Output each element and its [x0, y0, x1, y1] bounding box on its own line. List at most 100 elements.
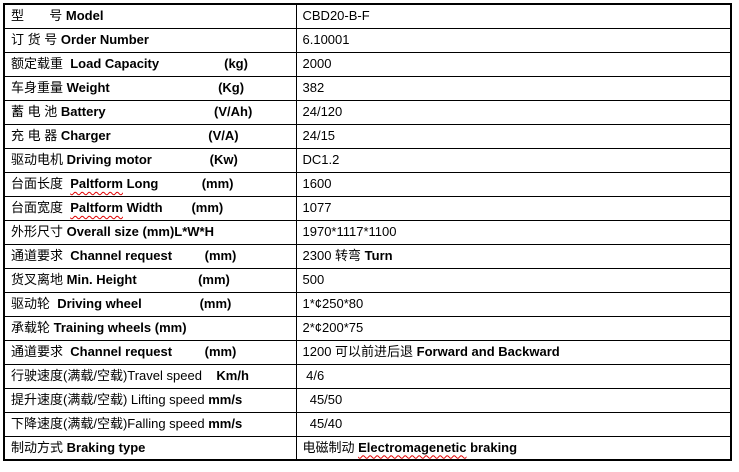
spec-label-cell: 额定载重 Load Capacity (kg): [3, 51, 297, 77]
text-segment: [106, 104, 214, 119]
text-segment: (mm): [191, 199, 224, 215]
text-segment: [111, 128, 209, 143]
spec-value-cell: 2*¢200*75: [295, 315, 732, 341]
table-row: 型 号 Model CBD20-B-F: [3, 3, 732, 29]
text-segment: [152, 152, 210, 167]
text-segment: Overall size (mm)L*W*H: [66, 223, 214, 239]
text-segment: 订 货 号: [11, 31, 61, 47]
table-row: 额定载重 Load Capacity (kg) 2000: [3, 51, 732, 77]
spec-value-cell: 4/6: [295, 363, 732, 389]
text-segment: 驱动电机: [11, 151, 67, 167]
text-segment: [137, 272, 198, 287]
text-segment: braking: [466, 439, 518, 455]
spec-value-cell: 1077: [295, 195, 732, 221]
text-segment: Min. Height: [66, 271, 137, 287]
text-segment: (mm): [198, 271, 230, 287]
spec-value-cell: 45/50: [295, 387, 732, 413]
text-segment: Training wheels (mm): [53, 319, 187, 335]
text-segment: 2300 转弯: [302, 247, 365, 263]
text-segment: 驱动轮: [11, 295, 58, 311]
spec-value-cell: 1600: [295, 171, 732, 197]
spec-value-cell: DC1.2: [295, 147, 732, 173]
table-row: 通道要求 Channel request (mm) 1200 可以前进后退 For…: [3, 339, 732, 365]
text-segment: [172, 344, 205, 359]
table-row: 通道要求 Channel request (mm) 2300 转弯 Turn: [3, 243, 732, 269]
spec-value-cell: 1*¢250*80: [295, 291, 732, 317]
text-segment: 货叉离地: [11, 271, 67, 287]
misspelled-word: Paltform: [70, 199, 123, 215]
spec-value-cell: 2300 转弯 Turn: [295, 243, 732, 269]
spec-value-cell: 24/15: [295, 123, 732, 149]
spec-label-cell: 订 货 号 Order Number: [3, 27, 297, 53]
text-segment: 通道要求: [11, 343, 71, 359]
text-segment: [110, 80, 218, 95]
text-segment: 提升速度(满载/空载) Lifting speed: [11, 391, 209, 407]
text-segment: 蓄 电 池: [11, 103, 61, 119]
text-segment: (kg): [224, 55, 248, 71]
spec-label-cell: 外形尺寸 Overall size (mm)L*W*H: [3, 219, 297, 245]
text-segment: 1077: [302, 199, 332, 215]
text-segment: Forward and Backward: [416, 343, 560, 359]
text-segment: Order Number: [60, 31, 149, 47]
table-row: 外形尺寸 Overall size (mm)L*W*H 1970*1117*110…: [3, 219, 732, 245]
text-segment: 车身重量: [11, 79, 67, 95]
text-segment: (mm): [204, 343, 237, 359]
misspelled-word: Electromagenetic: [358, 439, 467, 455]
text-segment: Channel request: [70, 343, 173, 359]
spec-table: 型 号 Model CBD20-B-F 订 货 号 Order Number 6.10…: [3, 3, 732, 461]
text-segment: Driving motor: [66, 151, 152, 167]
text-segment: 1200 可以前进后退: [302, 343, 417, 359]
table-row: 下降速度(满载/空载)Falling speed mm/s 45/40: [3, 411, 732, 437]
table-row: 充 电 器 Charger (V/A) 24/15: [3, 123, 732, 149]
text-segment: 500: [302, 271, 325, 287]
text-segment: Turn: [364, 247, 393, 263]
text-segment: [172, 248, 205, 263]
spec-label-cell: 蓄 电 池 Battery (V/Ah): [3, 99, 297, 125]
spec-label-cell: 型 号 Model: [3, 3, 297, 29]
spec-label-cell: 通道要求 Channel request (mm): [3, 339, 297, 365]
text-segment: Weight: [66, 79, 110, 95]
text-segment: (V/A): [208, 127, 239, 143]
text-segment: Battery: [60, 103, 106, 119]
table-row: 承载轮 Training wheels (mm) 2*¢200*75: [3, 315, 732, 341]
spec-label-cell: 通道要求 Channel request (mm): [3, 243, 297, 269]
spec-label-cell: 充 电 器 Charger (V/A): [3, 123, 297, 149]
text-segment: 24/15: [302, 127, 336, 143]
spec-label-cell: 驱动电机 Driving motor (Kw): [3, 147, 297, 173]
text-segment: CBD20-B-F: [302, 8, 370, 24]
spec-value-cell: 2000: [295, 51, 732, 77]
text-segment: 外形尺寸: [11, 223, 67, 239]
text-segment: 1970*1117*1100: [302, 223, 397, 239]
table-row: 订 货 号 Order Number 6.10001: [3, 27, 732, 53]
text-segment: Load Capacity: [70, 55, 160, 71]
spec-value-cell: 500: [295, 267, 732, 293]
text-segment: Long: [122, 175, 159, 191]
spec-value-cell: 24/120: [295, 99, 732, 125]
text-segment: 382: [302, 79, 325, 95]
text-segment: 下降速度(满载/空载)Falling speed: [11, 415, 209, 431]
text-segment: 6.10001: [302, 31, 350, 47]
text-segment: mm/s: [208, 415, 243, 431]
table-row: 行驶速度(满载/空载)Travel speed Km/h 4/6: [3, 363, 732, 389]
text-segment: 通道要求: [11, 247, 71, 263]
text-segment: 型 号: [11, 8, 66, 24]
table-row: 制动方式 Braking type 电磁制动 Electromagenetic b…: [3, 435, 732, 461]
text-segment: 电磁制动: [302, 439, 359, 455]
text-segment: 额定载重: [11, 55, 71, 71]
text-segment: 承载轮: [11, 319, 54, 335]
text-segment: 台面宽度: [11, 199, 71, 215]
text-segment: 行驶速度(满载/空载)Travel speed: [11, 367, 217, 383]
spec-value-cell: 45/40: [295, 411, 732, 437]
text-segment: Charger: [60, 127, 111, 143]
spec-label-cell: 驱动轮 Driving wheel (mm): [3, 291, 297, 317]
text-segment: Braking type: [66, 439, 146, 455]
spec-label-cell: 台面长度 Paltform Long (mm): [3, 171, 297, 197]
text-segment: Channel request: [70, 247, 173, 263]
text-segment: 台面长度: [11, 175, 71, 191]
spec-table-body: 型 号 Model CBD20-B-F 订 货 号 Order Number 6.10…: [3, 3, 732, 461]
spec-label-cell: 货叉离地 Min. Height (mm): [3, 267, 297, 293]
text-segment: 45/40: [302, 415, 343, 431]
text-segment: 充 电 器: [11, 127, 61, 143]
spec-label-cell: 台面宽度 Paltform Width (mm): [3, 195, 297, 221]
